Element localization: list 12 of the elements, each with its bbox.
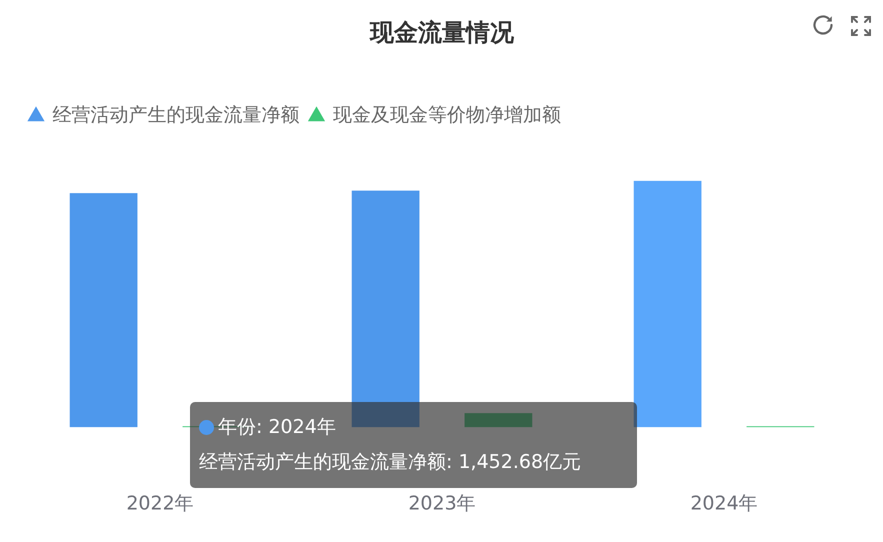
legend-label: 现金及现金等价物净增加额 xyxy=(333,104,561,126)
chart-title: 现金流量情况 xyxy=(369,18,515,47)
bar xyxy=(352,190,420,428)
x-tick-label: 2022年 xyxy=(126,492,194,515)
bar xyxy=(70,193,138,428)
bar xyxy=(634,180,702,428)
annotation: 年份: 2024年 xyxy=(218,415,336,440)
legend-label: 经营活动产生的现金流量净额 xyxy=(52,104,300,126)
bar xyxy=(464,413,532,428)
tooltip-box: 年份: 2024年 经营活动产生的现金流量净额: 1,452.68亿元 xyxy=(190,402,637,488)
x-tick-label: 2023年 xyxy=(408,492,476,515)
x-tick-label: 2024年 xyxy=(690,492,758,515)
